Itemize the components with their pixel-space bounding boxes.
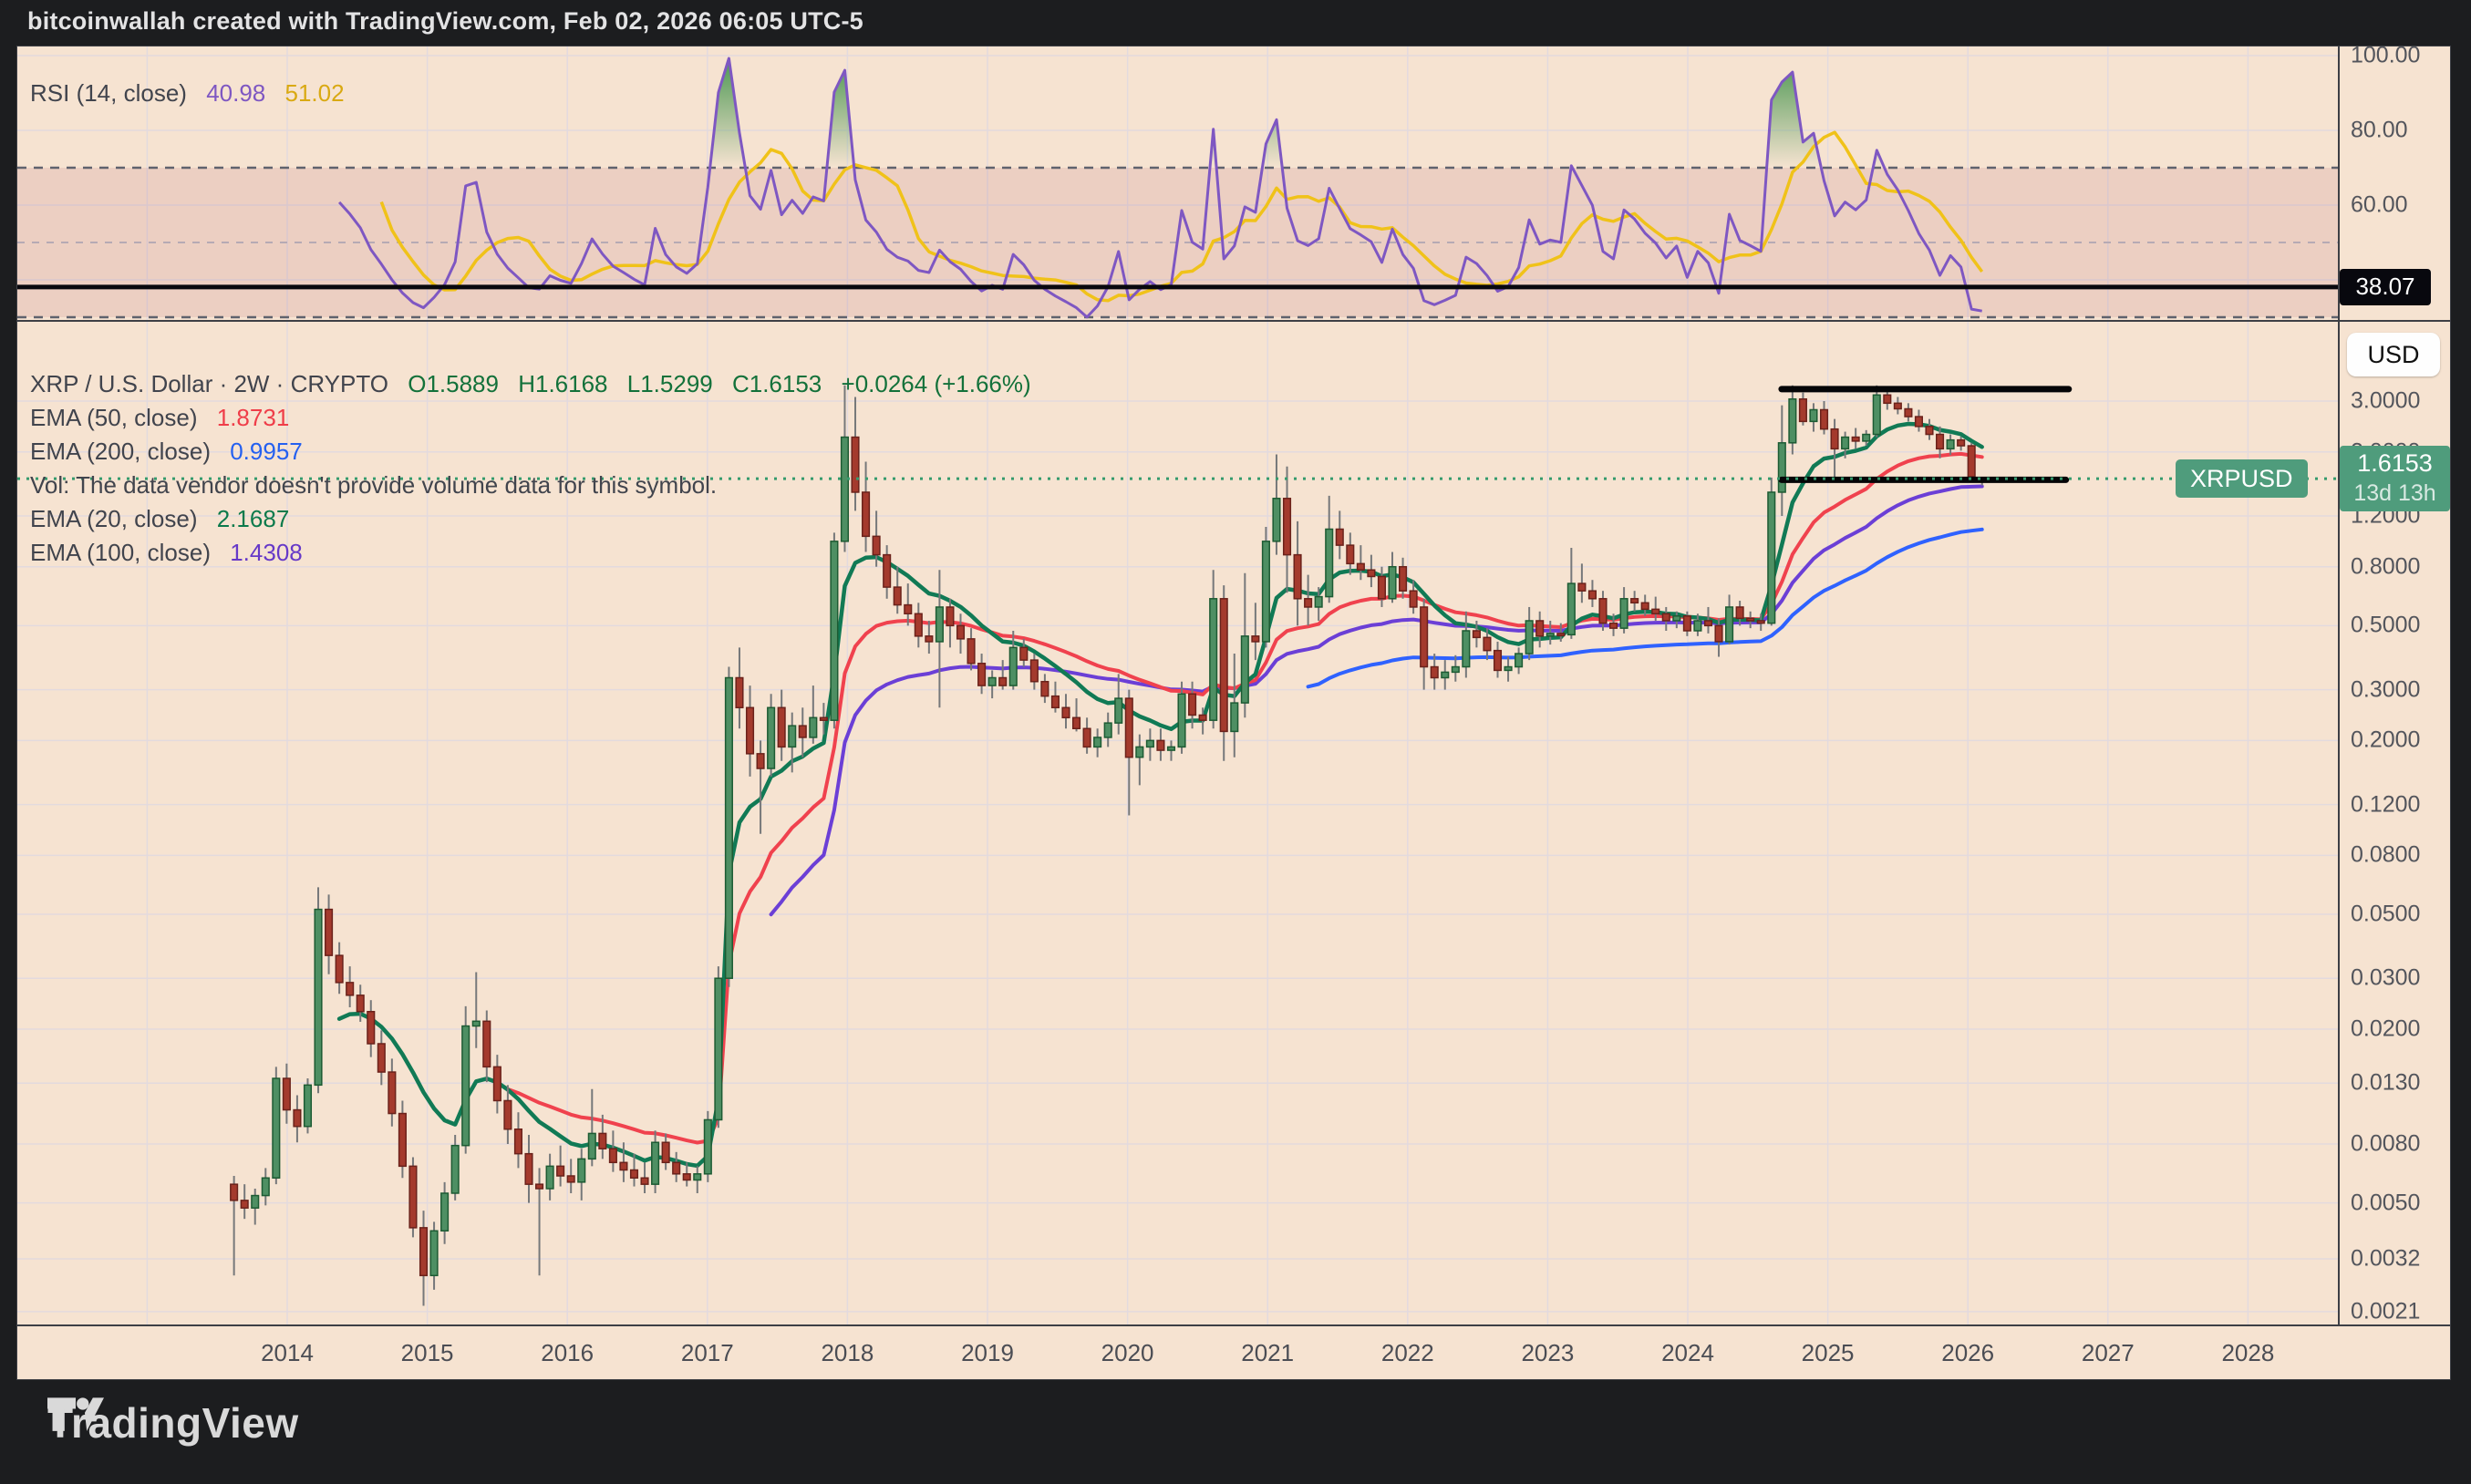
header-attribution-text: bitcoinwallah created with TradingView.c… bbox=[27, 7, 863, 35]
time-axis-year-label: 2023 bbox=[1521, 1339, 1575, 1366]
ohlc-open: O1.5889 bbox=[408, 370, 499, 397]
time-axis-year-label: 2028 bbox=[2221, 1339, 2275, 1366]
price-axis-separator bbox=[2338, 46, 2340, 1324]
rsi-line bbox=[337, 57, 1982, 319]
ema20-value: 2.1687 bbox=[216, 505, 290, 532]
pane-separator[interactable] bbox=[17, 320, 2450, 322]
ema100-value: 1.4308 bbox=[230, 539, 303, 566]
ema100-label: EMA (100, close) bbox=[30, 539, 211, 566]
time-axis-year-label: 2019 bbox=[961, 1339, 1014, 1366]
rsi-legend: RSI (14, close) 40.98 51.02 bbox=[30, 79, 345, 108]
price-axis-label: 0.0130 bbox=[2351, 1069, 2421, 1096]
price-axis-label: 0.0200 bbox=[2351, 1015, 2421, 1042]
chart-frame: RSI (14, close) 40.98 51.02 XRP / U.S. D… bbox=[16, 42, 2451, 1380]
time-axis-year-label: 2022 bbox=[1380, 1339, 1434, 1366]
rsi-ma-value: 51.02 bbox=[284, 79, 345, 107]
ohlc-close: C1.6153 bbox=[731, 370, 822, 397]
price-axis-label: 0.0050 bbox=[2351, 1190, 2421, 1216]
rsi-hline-value-badge: 38.07 bbox=[2340, 268, 2431, 305]
ema100-line bbox=[769, 484, 1984, 917]
price-axis-label: 3.0000 bbox=[2351, 387, 2421, 414]
rsi-axis-label: 60.00 bbox=[2351, 191, 2408, 218]
volume-note-row: Vol: The data vendor doesn't provide vol… bbox=[30, 469, 1031, 502]
time-axis-year-label: 2026 bbox=[1941, 1339, 1995, 1366]
time-axis-year-label: 2018 bbox=[821, 1339, 874, 1366]
time-axis-year-label: 2021 bbox=[1241, 1339, 1295, 1366]
time-axis-year-label: 2020 bbox=[1101, 1339, 1154, 1366]
time-axis-year-label: 2017 bbox=[680, 1339, 734, 1366]
last-price-value: 1.6153 bbox=[2357, 449, 2433, 478]
rsi-legend-label: RSI (14, close) bbox=[30, 79, 187, 107]
ema20-label: EMA (20, close) bbox=[30, 505, 198, 532]
ema200-legend-row: EMA (200, close) 0.9957 bbox=[30, 435, 1031, 469]
time-axis-year-label: 2014 bbox=[261, 1339, 314, 1366]
price-axis-label: 0.3000 bbox=[2351, 676, 2421, 703]
ema50-value: 1.8731 bbox=[216, 404, 290, 431]
price-axis-label: 0.0500 bbox=[2351, 901, 2421, 927]
time-axis-separator bbox=[17, 1324, 2450, 1326]
price-axis-label: 0.0021 bbox=[2351, 1298, 2421, 1324]
ema200-value: 0.9957 bbox=[230, 438, 303, 465]
ohlc-low: L1.5299 bbox=[626, 370, 713, 397]
price-axis-label: 0.0800 bbox=[2351, 841, 2421, 868]
ohlc-change: +0.0264 (+1.66%) bbox=[841, 370, 1031, 397]
main-price-pane[interactable] bbox=[17, 322, 2338, 1324]
ema20-legend-row: EMA (20, close) 2.1687 bbox=[30, 502, 1031, 536]
time-axis[interactable]: 2014 2015 2016 2017 2018 2019 2020 2021 2022 2023… bbox=[17, 1326, 2450, 1379]
tradingview-logo-icon bbox=[47, 1397, 104, 1431]
rsi-axis-label: 80.00 bbox=[2351, 117, 2408, 143]
time-axis-year-label: 2027 bbox=[2081, 1339, 2135, 1366]
time-axis-year-label: 2016 bbox=[541, 1339, 594, 1366]
candles-group bbox=[230, 385, 1987, 1306]
bar-countdown: 13d 13h bbox=[2353, 480, 2436, 507]
rsi-overbought-fill bbox=[709, 58, 1885, 168]
symbol-title: XRP / U.S. Dollar · 2W · CRYPTO bbox=[30, 370, 388, 397]
ema50-legend-row: EMA (50, close) 1.8731 bbox=[30, 401, 1031, 435]
ema50-label: EMA (50, close) bbox=[30, 404, 198, 431]
last-price-badge: 1.6153 13d 13h bbox=[2340, 446, 2450, 512]
time-axis-year-label: 2024 bbox=[1661, 1339, 1714, 1366]
symbol-price-label-badge: XRPUSD bbox=[2176, 459, 2308, 499]
price-axis-label: 0.2000 bbox=[2351, 727, 2421, 753]
main-legend: XRP / U.S. Dollar · 2W · CRYPTO O1.5889 … bbox=[30, 367, 1031, 570]
volume-note: Vol: The data vendor doesn't provide vol… bbox=[30, 471, 718, 499]
time-axis-year-label: 2025 bbox=[1801, 1339, 1855, 1366]
price-axis-label: 0.0080 bbox=[2351, 1130, 2421, 1157]
time-axis-year-label: 2015 bbox=[400, 1339, 454, 1366]
price-axis-label: 0.0032 bbox=[2351, 1245, 2421, 1272]
ema200-label: EMA (200, close) bbox=[30, 438, 211, 465]
usd-currency-button[interactable]: USD bbox=[2347, 333, 2440, 376]
ema100-legend-row: EMA (100, close) 1.4308 bbox=[30, 536, 1031, 570]
main-grid bbox=[17, 322, 2338, 1324]
tradingview-logo[interactable]: TradingView bbox=[47, 1397, 299, 1448]
symbol-legend-row: XRP / U.S. Dollar · 2W · CRYPTO O1.5889 … bbox=[30, 367, 1031, 401]
price-axis-label: 0.1200 bbox=[2351, 791, 2421, 818]
rsi-value: 40.98 bbox=[206, 79, 266, 107]
ohlc-high: H1.6168 bbox=[518, 370, 608, 397]
chart-plot-area[interactable]: RSI (14, close) 40.98 51.02 XRP / U.S. D… bbox=[17, 46, 2338, 1324]
rsi-pane[interactable] bbox=[17, 46, 2338, 322]
price-axis-label: 0.0300 bbox=[2351, 964, 2421, 991]
price-axis-label: 0.5000 bbox=[2351, 612, 2421, 638]
price-axis-label: 0.8000 bbox=[2351, 553, 2421, 580]
rsi-axis-label: 100.00 bbox=[2351, 42, 2421, 68]
